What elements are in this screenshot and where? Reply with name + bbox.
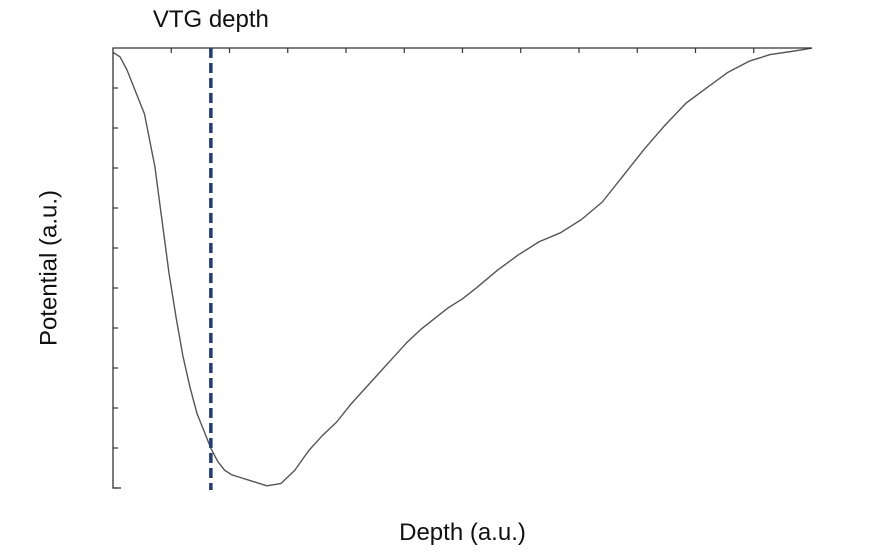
vtg-depth-label: VTG depth [153,6,269,33]
y-axis-label: Potential (a.u.) [35,190,62,346]
potential-curve [112,47,813,487]
x-axis-label: Depth (a.u.) [399,519,526,546]
plot-frame [112,47,812,489]
